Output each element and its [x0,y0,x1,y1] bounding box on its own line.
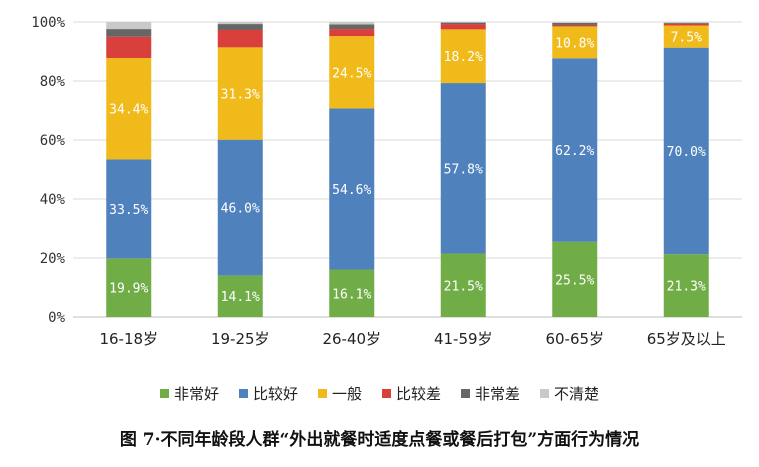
bar-segment [552,22,598,23]
legend-item: 比较好 [238,383,298,404]
data-label: 24.5% [332,66,371,81]
bar-segment [663,22,709,24]
bar-segment [329,24,375,30]
bar-segment [440,24,486,30]
legend-item: 比较差 [382,383,441,404]
x-tick-label: 16-18岁 [99,330,158,348]
x-tick-label: 41-59岁 [434,330,493,348]
x-tick-label: 19-25岁 [211,330,270,348]
data-label: 16.1% [332,287,371,302]
bar-segment [217,47,263,140]
data-label: 34.4% [109,103,148,118]
legend-item: 非常差 [461,383,520,404]
y-tick-label: 80% [40,74,66,90]
legend-label: 比较差 [396,385,442,403]
y-tick-label: 0% [48,310,65,326]
bar-segment [329,36,375,109]
bar-segment [440,83,486,254]
bar-segment [217,275,263,317]
legend-label: 一般 [331,385,362,403]
bar-segment [663,22,709,23]
bar-segment [217,29,263,48]
bar-segment [663,23,709,26]
data-label: 54.6% [332,183,371,198]
data-label: 70.0% [667,145,706,160]
bar-segment [329,22,375,25]
bar-segment [440,253,486,317]
y-tick-label: 20% [40,251,66,267]
y-tick-label: 40% [40,192,66,208]
bar-segment [440,29,486,84]
bar-segment [106,159,152,259]
bar-segment [440,22,486,23]
legend-label: 不清楚 [554,385,600,403]
bar-segment [663,254,709,317]
legend-label: 比较好 [252,385,298,403]
data-label: 21.3% [667,280,706,295]
bar-segment [217,22,263,25]
legend-swatch [382,389,391,398]
bar-segment [217,24,263,30]
data-label: 21.5% [444,279,483,294]
bar-segment [106,36,152,58]
data-label: 31.3% [221,88,260,103]
y-tick-label: 60% [40,133,66,149]
data-label: 10.8% [555,36,594,51]
data-label: 57.8% [444,162,483,177]
bar-segment [663,47,709,255]
legend-swatch [461,389,471,398]
bar-segment [663,25,709,48]
bar-segment [106,22,152,30]
data-label: 25.5% [555,273,594,288]
x-tick-label: 60-65岁 [545,330,604,348]
data-label: 33.5% [109,203,148,218]
data-label: 7.5% [671,31,702,46]
legend-swatch [159,389,169,398]
bar-segment [552,241,598,317]
data-label: 46.0% [221,202,260,217]
legend-swatch [540,389,550,398]
bar-segment [329,29,375,37]
bar-segment [552,58,598,242]
legend-label: 非常差 [475,385,521,403]
legend-label: 非常好 [173,385,219,403]
bar-segment [329,269,375,317]
bar-segment [552,22,598,25]
x-tick-label: 26-40岁 [322,330,381,348]
data-label: 14.1% [221,290,260,305]
bar-segment [217,139,263,276]
bar-segment [440,22,486,25]
x-tick-label: 65岁及以上 [647,330,726,348]
bar-segment [552,26,598,59]
legend-item: 非常好 [159,383,219,404]
data-label: 19.9% [109,282,148,297]
legend-item: 不清楚 [540,383,599,404]
data-label: 62.2% [555,144,594,159]
bar-segment [552,24,598,27]
chart-legend: 非常好 比较好 一般 比较差 非常差 不清楚 [0,383,759,404]
legend-swatch [238,389,248,398]
bar-segment [106,57,152,160]
data-label: 18.2% [444,50,483,65]
bar-segment [106,258,152,317]
bar-segment [329,108,375,270]
legend-item: 一般 [317,383,362,404]
stacked-bar-chart: 0% 20% 40% 60% 80% 100% 19.9% 33.5% 34.4% 16-18岁 1… [31,15,742,348]
bar-segment [106,29,152,37]
figure-caption: 图 7·不同年龄段人群“外出就餐时适度点餐或餐后打包”方面行为情况 [119,430,640,450]
legend-swatch [317,389,327,398]
y-tick-label: 100% [31,15,65,31]
